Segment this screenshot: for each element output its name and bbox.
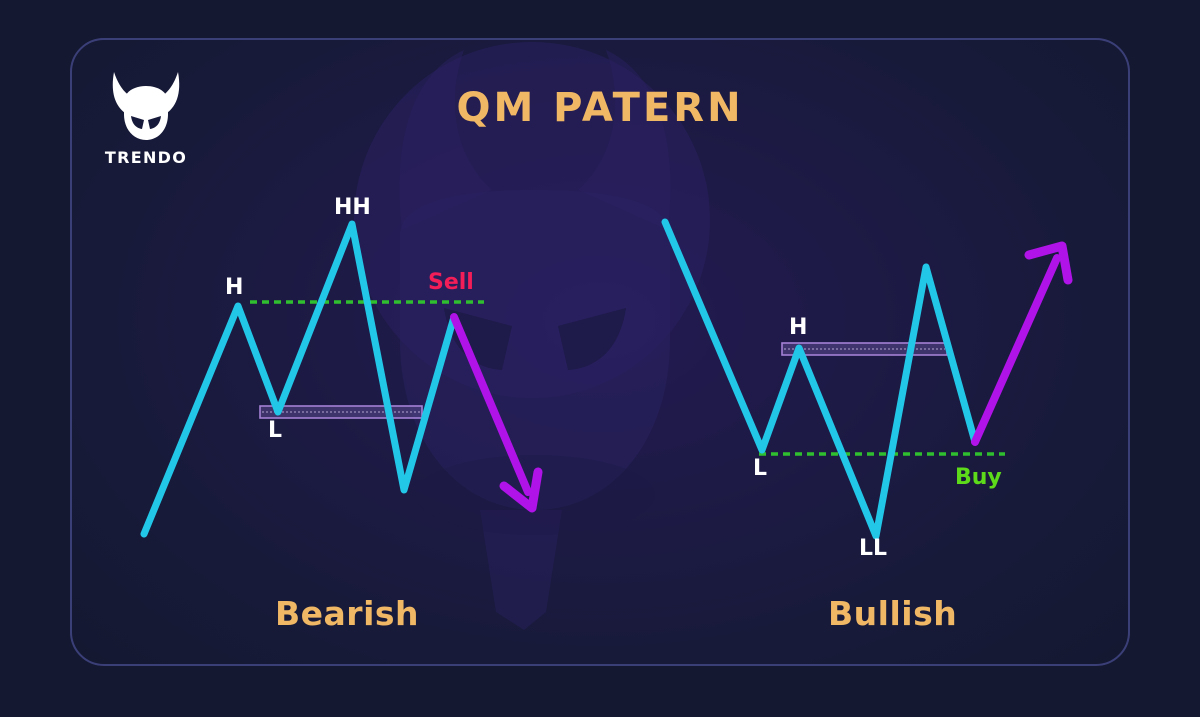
brand-name: TRENDO	[104, 148, 188, 167]
label-bullish-ll: LL	[859, 536, 888, 561]
label-bearish-h: H	[225, 275, 244, 300]
sell-arrow	[450, 313, 543, 513]
bull-head-icon	[112, 72, 180, 140]
bullish-chart	[661, 218, 1073, 540]
demand-zone-box	[781, 342, 948, 356]
watermark-group	[354, 42, 710, 630]
brand-logo: TRENDO	[100, 68, 192, 167]
diagram-card	[70, 38, 1130, 666]
supply-zone-box	[259, 405, 423, 419]
bullish-price-line	[661, 218, 979, 540]
caption-bullish: Bullish	[828, 594, 958, 633]
sell-signal-label: Sell	[428, 270, 474, 295]
label-bullish-l: L	[753, 456, 768, 481]
bearish-chart	[140, 220, 543, 538]
buy-arrow	[971, 241, 1073, 446]
diagram-canvas	[140, 42, 1073, 630]
caption-bearish: Bearish	[275, 594, 420, 633]
label-bearish-hh: HH	[334, 195, 371, 220]
buy-signal-label: Buy	[955, 465, 1002, 490]
label-bearish-l: L	[268, 418, 283, 443]
page-title: QM PATERN	[456, 85, 744, 131]
bearish-price-line	[140, 220, 458, 538]
label-bullish-h: H	[789, 315, 808, 340]
